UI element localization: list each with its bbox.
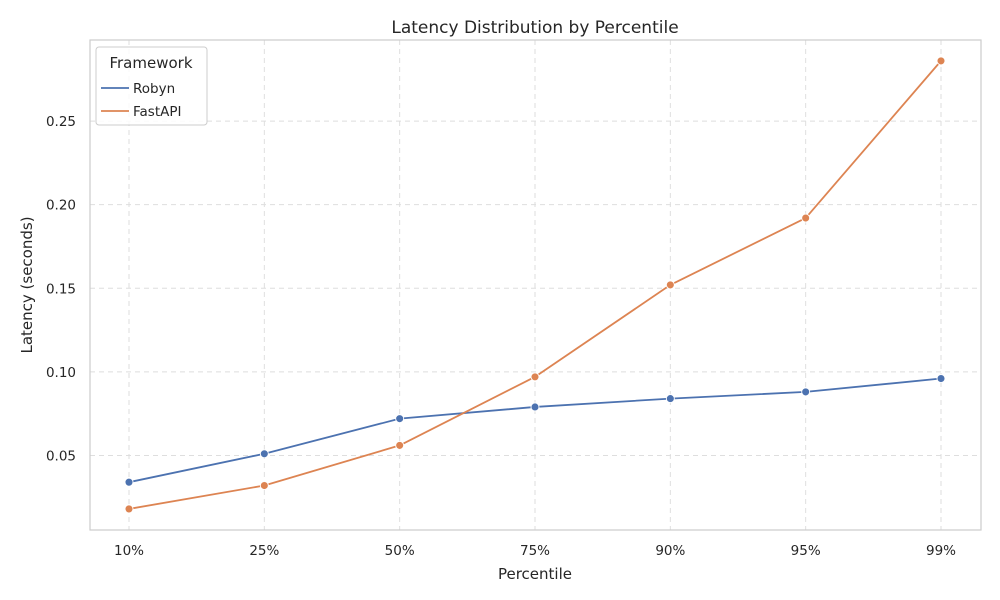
x-tick-label: 90%: [655, 543, 685, 559]
data-point-fastapi: [665, 280, 675, 290]
x-tick-label: 10%: [114, 543, 144, 559]
data-point-robyn: [395, 414, 405, 424]
y-axis-label: Latency (seconds): [18, 216, 36, 353]
chart-title: Latency Distribution by Percentile: [391, 18, 678, 38]
y-tick-label: 0.20: [46, 198, 76, 214]
y-tick-label: 0.05: [46, 448, 76, 464]
x-tick-label: 95%: [791, 543, 821, 559]
x-axis-label: Percentile: [498, 565, 572, 583]
data-point-fastapi: [395, 440, 405, 450]
data-point-robyn: [936, 374, 946, 383]
legend-label-fastapi: FastAPI: [133, 104, 181, 120]
data-point-fastapi: [936, 56, 946, 66]
x-tick-label: 75%: [520, 543, 550, 559]
data-point-fastapi: [530, 372, 540, 382]
legend-label-robyn: Robyn: [133, 81, 175, 97]
data-point-robyn: [665, 394, 675, 404]
legend: Framework Robyn FastAPI: [95, 46, 208, 126]
data-point-robyn: [530, 402, 540, 412]
data-point-robyn: [124, 477, 134, 487]
plot-frame: [89, 39, 982, 531]
y-tick-label: 0.10: [46, 365, 76, 381]
data-point-fastapi: [259, 481, 269, 490]
grid-layer: [90, 40, 981, 530]
x-tick-label: 25%: [249, 543, 279, 559]
series-layer: [124, 56, 946, 514]
data-point-robyn: [259, 449, 269, 459]
data-point-fastapi: [124, 504, 134, 514]
y-tick-label: 0.15: [46, 281, 76, 297]
tick-layer: 10% 25% 50% 75% 90% 95% 99% 0.05 0.10 0.15 0.20 0.2…: [46, 114, 956, 559]
y-tick-label: 0.25: [46, 114, 76, 130]
legend-title: Framework: [109, 54, 192, 72]
data-point-robyn: [801, 387, 811, 397]
x-tick-label: 50%: [385, 543, 415, 559]
data-point-fastapi: [801, 213, 811, 223]
legend-box: [95, 46, 208, 126]
x-tick-label: 99%: [926, 543, 956, 559]
